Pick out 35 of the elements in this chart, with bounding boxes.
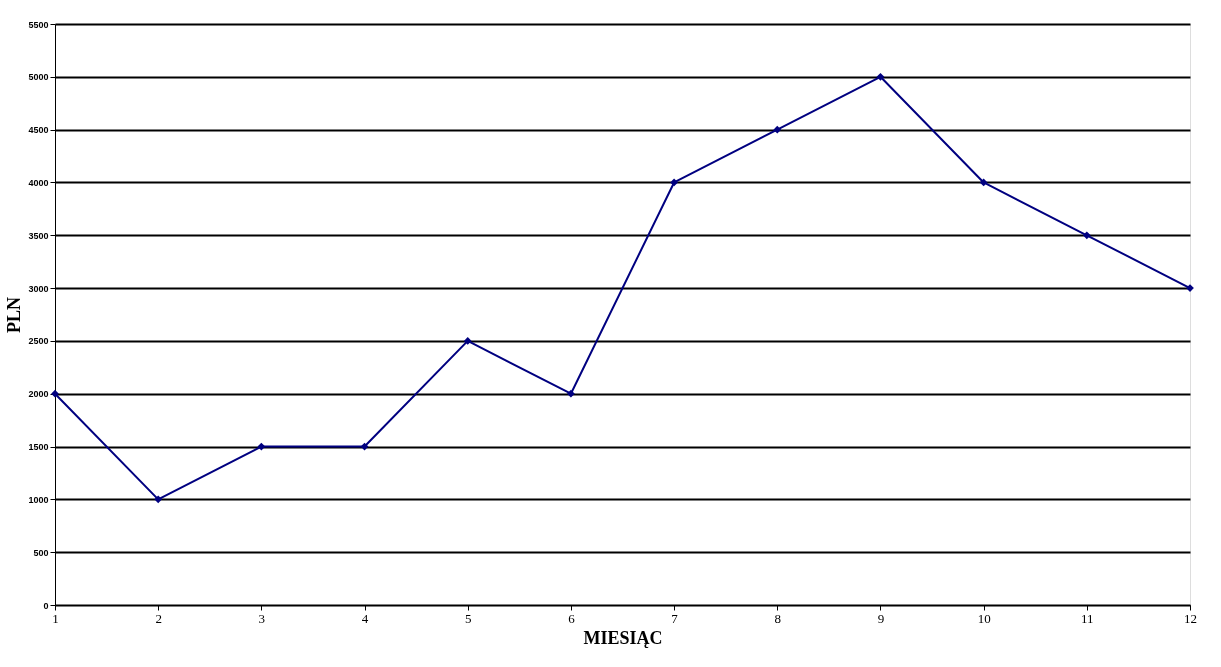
- y-axis-title: PLN: [4, 297, 25, 333]
- point: [670, 178, 678, 187]
- y-tick-label: 0: [43, 600, 49, 611]
- x-tick-label: 1: [52, 610, 59, 626]
- point: [463, 337, 472, 345]
- y-tick-label: 3000: [28, 283, 49, 294]
- y-tick-label: 1000: [28, 494, 49, 505]
- y-tick-label: 5500: [28, 19, 49, 30]
- x-tick-label: 10: [977, 610, 991, 626]
- x-tick-label: 2: [155, 610, 162, 626]
- x-tick-label: 8: [774, 610, 782, 626]
- y-tick-label: 1500: [28, 442, 49, 453]
- point: [773, 125, 782, 134]
- x-tick-label: 6: [568, 610, 576, 626]
- y-tick-label: 500: [33, 547, 49, 558]
- x-tick-label: 12: [1184, 610, 1197, 626]
- point: [1082, 231, 1091, 240]
- point: [257, 442, 266, 451]
- y-tick-label: 5000: [28, 72, 49, 83]
- point: [154, 495, 163, 504]
- y-tick-label: 4500: [28, 125, 49, 136]
- point: [876, 72, 885, 81]
- x-tick-label: 5: [464, 610, 472, 626]
- point: [979, 178, 988, 187]
- x-tick-label: 3: [258, 610, 266, 626]
- x-tick-label: 9: [877, 610, 885, 626]
- x-tick-label: 11: [1081, 610, 1094, 626]
- point: [567, 389, 575, 398]
- x-axis-title: MIESIĄC: [583, 627, 663, 648]
- y-tick-label: 2000: [28, 389, 49, 400]
- y-tick-label: 3500: [28, 230, 49, 241]
- x-tick-label: 7: [671, 610, 679, 626]
- x-tick-label: 4: [361, 610, 369, 626]
- y-tick-label: 4000: [28, 177, 49, 188]
- y-tick-label: 2500: [28, 336, 49, 347]
